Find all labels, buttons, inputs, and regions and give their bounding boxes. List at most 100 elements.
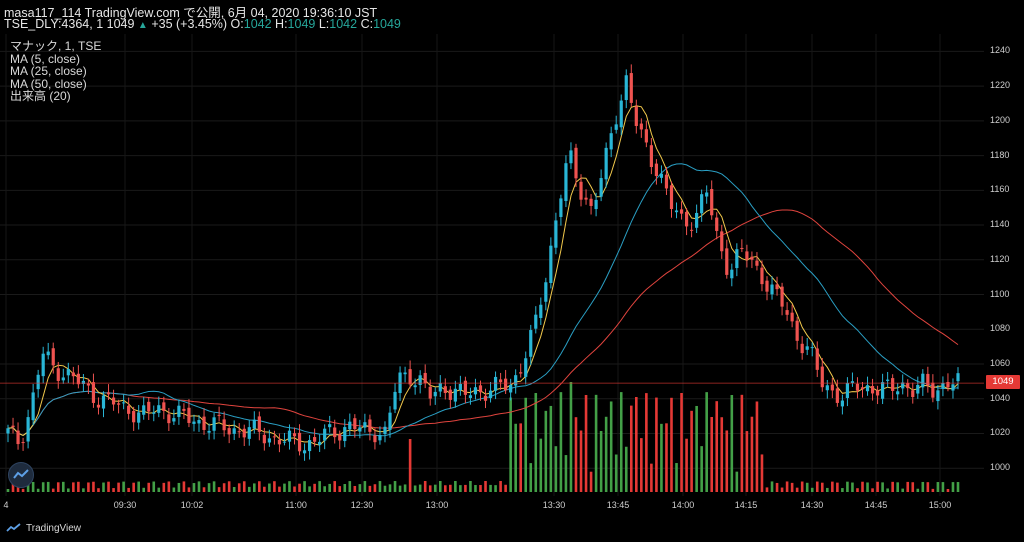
candle-body (735, 249, 739, 269)
candle-body (96, 404, 101, 408)
candle-body (393, 391, 397, 410)
tradingview-logo[interactable]: TradingView (6, 522, 81, 534)
price-chart[interactable] (0, 34, 984, 496)
volume-bar (730, 395, 734, 492)
volume-bar (921, 481, 925, 492)
price-tick-label: 1000 (990, 462, 1011, 473)
volume-bar (112, 488, 115, 492)
candle-body (408, 369, 412, 385)
candle-body (715, 217, 719, 231)
last-price: 1049 (106, 17, 135, 31)
price-tick-label: 1120 (990, 253, 1010, 264)
price-tick-label: 1080 (990, 323, 1011, 334)
candle-body (810, 347, 814, 349)
volume-bar (645, 393, 648, 492)
volume-bar (177, 482, 181, 492)
volume-bar (182, 481, 186, 492)
candle-body (182, 408, 186, 411)
candle-body (383, 426, 387, 435)
volume-bar (107, 481, 110, 492)
volume-bar (197, 481, 201, 492)
volume-bar (122, 481, 125, 492)
candle-body (830, 384, 834, 391)
candle-body (36, 374, 40, 390)
candle-body (66, 369, 70, 376)
volume-bar (800, 481, 804, 492)
volume-bar (795, 487, 799, 492)
legend-volume[interactable]: 出来高 (20) (10, 89, 71, 104)
candle-body (549, 245, 553, 283)
volume-bar (227, 481, 231, 492)
volume-bar (449, 484, 452, 492)
candle-body (921, 373, 925, 388)
candle-body (373, 435, 377, 443)
candle-body (348, 421, 352, 430)
volume-bar (770, 481, 774, 492)
candle-body (488, 390, 493, 399)
candle-body (514, 375, 518, 386)
candle-body (891, 378, 895, 391)
volume-bar (589, 471, 593, 492)
volume-bar (378, 481, 382, 492)
symbol-name[interactable]: TSE_DLY:4364, 1 (4, 17, 104, 31)
candle-body (559, 198, 563, 217)
volume-bar (338, 486, 342, 492)
candle-body (780, 286, 784, 307)
candle-body (504, 378, 508, 391)
candle-body (473, 387, 478, 395)
candle-body (433, 391, 437, 397)
legend-ma5[interactable]: MA (5, close) (10, 51, 81, 66)
candle-body (147, 401, 151, 412)
candle-body (594, 199, 598, 210)
candle-body (659, 173, 664, 178)
candle-body (926, 373, 930, 386)
time-axis[interactable]: 4 09:30 10:02 11:00 12:30 13:00 13:30 13:45 14:0… (0, 496, 984, 516)
volume-bar (413, 485, 417, 492)
candle-body (212, 417, 216, 431)
candle-body (26, 417, 30, 442)
volume-bar (92, 481, 95, 492)
volume-bar (836, 482, 839, 492)
chart-plot-area[interactable] (0, 34, 984, 496)
candle-body (700, 194, 704, 214)
candle-body (187, 407, 191, 423)
legend-ma25[interactable]: MA (25, close) (10, 64, 87, 79)
candle-body (674, 210, 679, 213)
candle-body (835, 388, 839, 403)
candle-body (855, 383, 860, 391)
volume-bar (660, 423, 663, 492)
volume-bar (690, 410, 693, 492)
candle-body (865, 385, 870, 392)
volume-bar (363, 481, 367, 492)
candle-body (604, 147, 608, 180)
candle-body (31, 392, 35, 421)
price-axis[interactable]: 1000 1020 1040 1060 1080 1100 1120 1140 1160 1180… (984, 34, 1024, 496)
high-value: 1049 (287, 17, 316, 31)
volume-bar (489, 484, 492, 492)
candle-body (363, 422, 367, 428)
candle-body (91, 382, 96, 403)
candle-body (840, 400, 844, 407)
ma5-line (7, 105, 959, 446)
legend-symbol[interactable]: マナック, 1, TSE (10, 39, 102, 53)
candle-body (931, 382, 935, 398)
candle-body (137, 412, 141, 423)
candle-body (599, 178, 603, 197)
volume-bar (494, 485, 497, 492)
candle-body (378, 435, 382, 441)
candle-body (705, 192, 709, 197)
brand-name: TradingView (26, 522, 82, 534)
volume-bar (499, 481, 502, 492)
volume-bar (891, 481, 894, 492)
volume-bar (539, 438, 543, 492)
legend-ma50[interactable]: MA (50, close) (10, 76, 87, 91)
price-tick-label: 1060 (990, 358, 1011, 368)
candle-body (116, 403, 121, 405)
volume-bar (720, 417, 724, 492)
candle-body (106, 392, 111, 395)
volume-bar (418, 484, 422, 492)
volume-bar (775, 482, 779, 492)
time-tick-label: 12:30 (350, 500, 374, 510)
volume-bar (675, 463, 678, 492)
volume-bar (353, 485, 357, 492)
